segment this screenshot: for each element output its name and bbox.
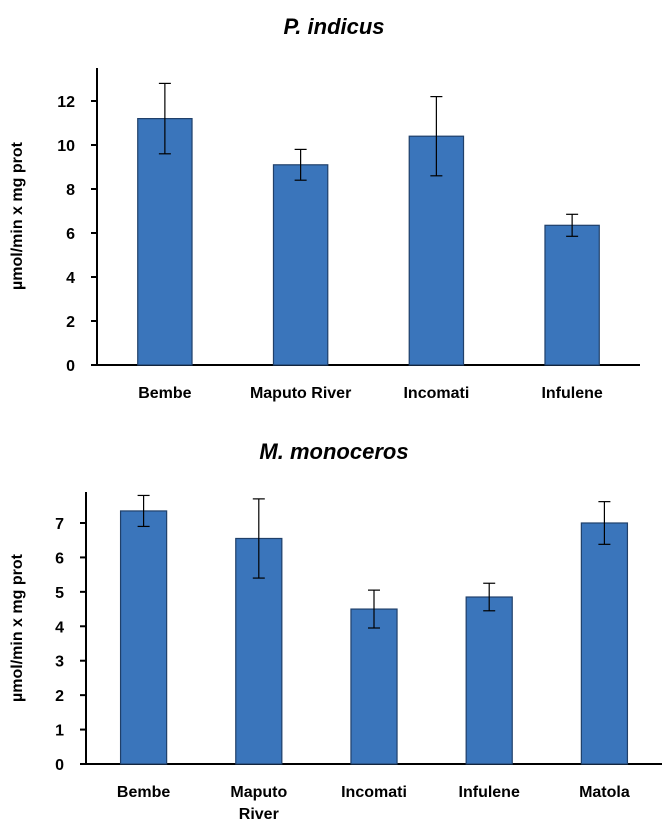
bar-maputo-river — [272, 164, 329, 366]
y-axis-label: µmol/min x mg prot — [9, 141, 26, 290]
y-tick-label: 3 — [55, 654, 64, 671]
x-tick-label: Incomati — [403, 385, 469, 402]
bar-bembe — [137, 117, 193, 366]
bar-incomati — [350, 608, 398, 765]
y-tick-label: 6 — [66, 226, 75, 243]
x-tick-label: Infulene — [541, 385, 602, 402]
y-tick-label: 12 — [57, 94, 75, 111]
x-tick-label: Incomati — [341, 784, 407, 801]
y-tick-label: 10 — [57, 138, 75, 155]
bar-infulene — [465, 596, 513, 765]
x-tick-label: Maputo River — [250, 385, 351, 402]
y-axis-label: µmol/min x mg prot — [9, 553, 26, 702]
y-tick-label: 0 — [66, 358, 75, 375]
x-tick-label: Bembe — [138, 385, 191, 402]
bar-bembe — [119, 510, 168, 765]
bar-infulene — [544, 224, 600, 366]
y-tick-label: 1 — [55, 723, 64, 740]
chart-panel-1: P. indicus µmol/min x mg prot 0 2 4 6 8 10 12 Bem… — [9, 14, 640, 402]
chart-title: M. monoceros — [259, 439, 408, 464]
x-tick-label: Matola — [579, 784, 630, 801]
y-tick-label: 6 — [55, 550, 64, 567]
y-tick-label: 7 — [55, 516, 64, 533]
bar-matola — [580, 522, 629, 765]
y-tick-label: 0 — [55, 757, 64, 774]
chart-title: P. indicus — [283, 14, 384, 39]
y-tick-label: 4 — [55, 619, 64, 636]
y-tick-label: 8 — [66, 182, 75, 199]
x-tick-label: Maputo River — [230, 784, 287, 823]
x-tick-label: Bembe — [117, 784, 170, 801]
y-tick-label: 4 — [66, 270, 75, 287]
y-tick-label: 2 — [55, 688, 64, 705]
y-tick-label: 2 — [66, 314, 75, 331]
y-tick-label: 5 — [55, 585, 64, 602]
x-tick-label: Infulene — [459, 784, 520, 801]
chart-panel-2: M. monoceros µmol/min x mg prot 0 1 2 3 4 5 6 7 Be… — [9, 439, 662, 823]
